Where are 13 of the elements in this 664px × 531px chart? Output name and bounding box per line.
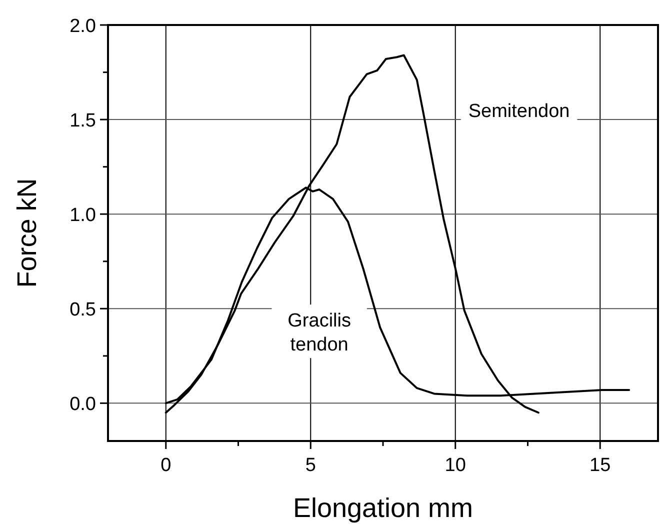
y-tick-label: 0.0 (70, 394, 96, 416)
y-tick-label: 0.5 (70, 300, 96, 321)
x-axis-title: Elongation mm (292, 493, 474, 523)
x-tick-label: 10 (444, 455, 466, 476)
text: Semitendon (468, 101, 570, 122)
y-tick-label: 1.0 (70, 205, 96, 226)
y-axis-title: Force kN (12, 178, 42, 288)
x-tick-label: 15 (590, 455, 611, 476)
y-tick-label: 2.0 (70, 16, 96, 37)
x-tick-label: 0 (160, 455, 172, 476)
series-label: Gracilis tendon (288, 310, 351, 356)
x-tick-label: 5 (305, 455, 316, 476)
y-tick-label: 1.5 (70, 110, 96, 132)
